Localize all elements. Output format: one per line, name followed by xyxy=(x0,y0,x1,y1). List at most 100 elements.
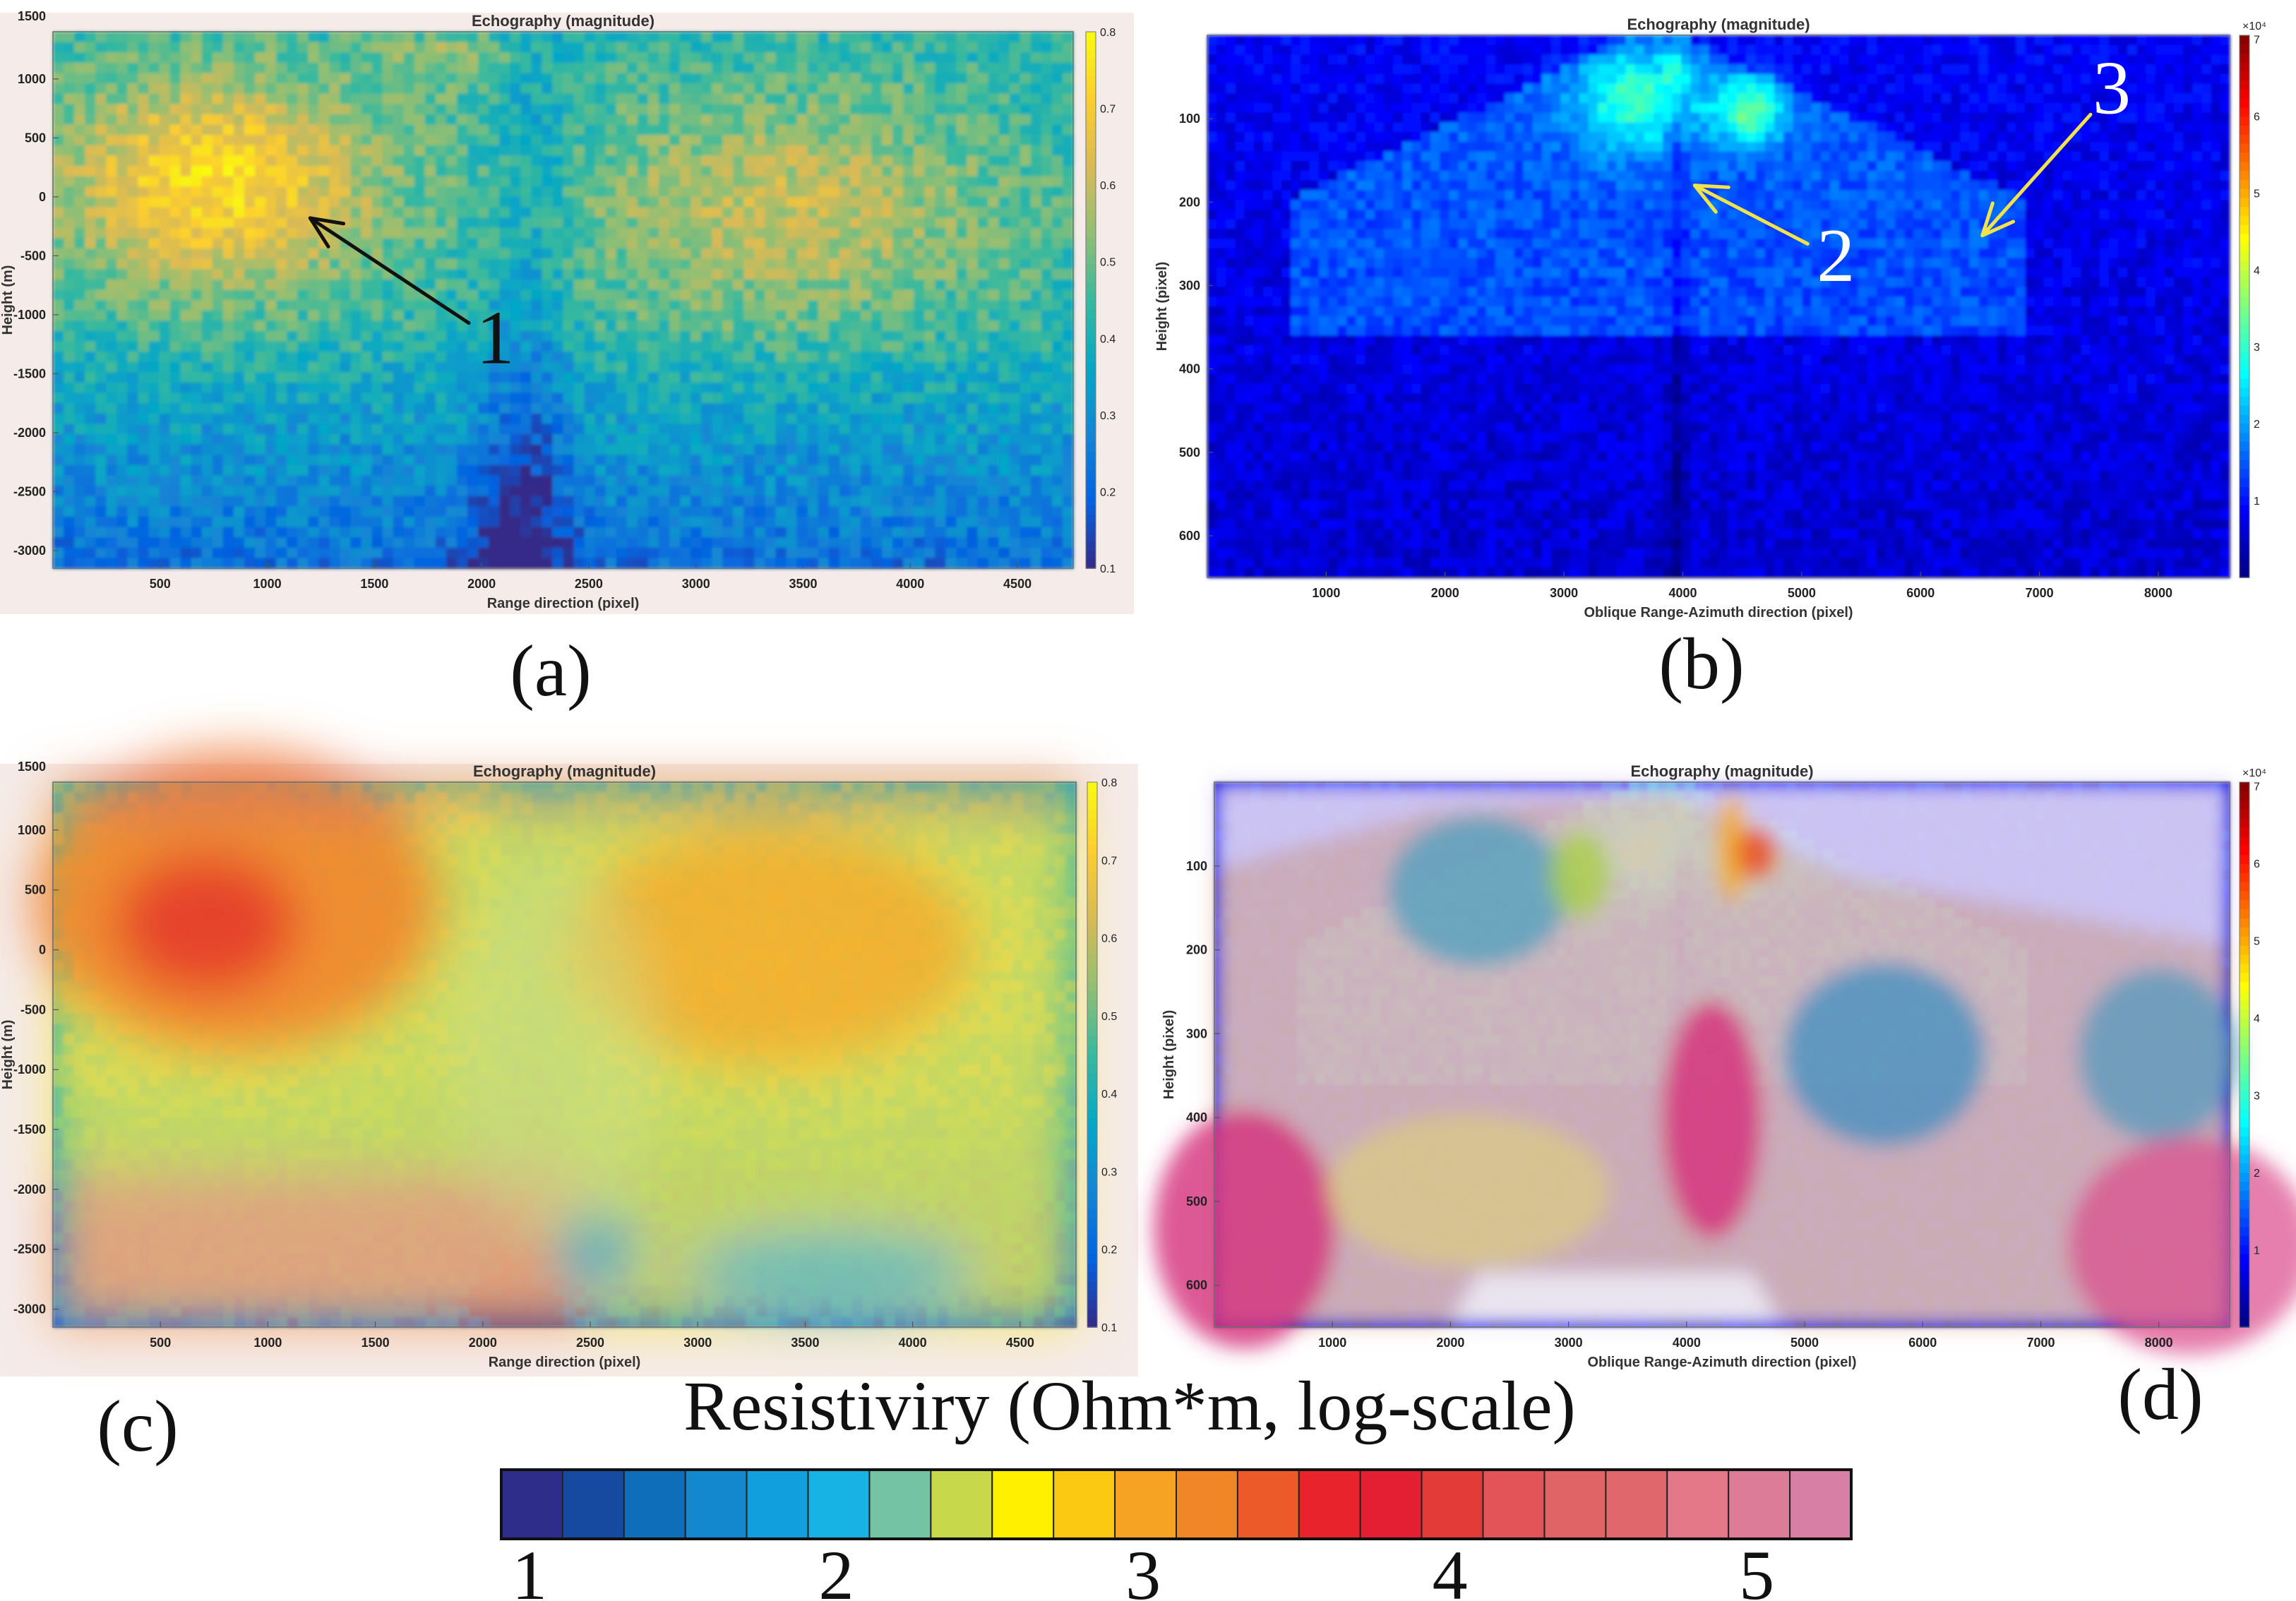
heat-cell xyxy=(222,93,234,105)
heat-cell xyxy=(212,330,224,342)
heat-cell xyxy=(733,341,745,352)
heat-cell xyxy=(478,547,489,559)
heat-cell xyxy=(956,320,968,332)
heat-cell xyxy=(308,486,320,497)
heat-cell xyxy=(659,258,670,270)
heat-cell xyxy=(510,496,522,508)
heat-cell xyxy=(722,32,734,43)
heat-cell xyxy=(605,155,617,167)
heat-cell xyxy=(435,547,447,559)
heat-cell xyxy=(85,464,97,476)
heat-cell xyxy=(914,300,926,311)
heat-cell xyxy=(424,196,436,208)
heat-cell xyxy=(180,227,192,239)
heat-cell xyxy=(340,217,352,229)
heat-cell xyxy=(53,186,64,198)
heat-cell xyxy=(1009,248,1021,260)
heat-cell xyxy=(318,413,330,425)
heat-cell xyxy=(626,217,638,229)
heat-cell xyxy=(690,93,702,105)
heat-cell xyxy=(1041,310,1053,321)
heat-cell xyxy=(1030,145,1042,157)
heat-cell xyxy=(457,537,468,548)
heat-cell xyxy=(1030,135,1042,146)
heat-cell xyxy=(116,496,128,508)
heat-cell xyxy=(828,289,840,301)
heat-cell xyxy=(1009,320,1021,332)
heat-cell xyxy=(977,124,989,136)
heat-cell xyxy=(85,83,97,95)
heat-cell xyxy=(871,403,883,414)
heat-cell xyxy=(743,166,755,177)
heat-cell xyxy=(499,248,511,260)
heat-cell xyxy=(169,269,181,280)
heat-cell xyxy=(542,73,554,84)
heat-cell xyxy=(446,382,458,394)
heat-cell xyxy=(414,62,426,74)
heat-cell xyxy=(743,114,755,126)
heat-cell xyxy=(573,176,585,187)
heat-cell xyxy=(510,352,522,363)
heat-cell xyxy=(1009,104,1021,115)
heat-cell xyxy=(563,372,575,383)
heat-cell xyxy=(350,135,362,146)
heat-cell xyxy=(765,269,777,280)
heat-cell xyxy=(690,114,702,126)
heat-cell xyxy=(159,32,171,43)
heat-cell xyxy=(148,486,160,497)
heat-cell xyxy=(967,32,979,43)
heat-cell xyxy=(1062,475,1074,486)
heat-cell xyxy=(64,135,75,146)
heat-cell xyxy=(637,166,649,177)
heat-cell xyxy=(106,475,118,486)
heat-cell xyxy=(861,155,872,167)
heat-cell xyxy=(637,341,649,352)
heat-cell xyxy=(531,424,543,435)
heat-cell xyxy=(138,196,150,208)
heat-cell xyxy=(1030,93,1042,105)
heat-cell xyxy=(276,124,287,136)
heat-cell xyxy=(222,382,234,394)
heat-cell xyxy=(924,145,936,157)
heat-cell xyxy=(499,330,511,342)
heat-cell xyxy=(924,486,936,497)
heat-cell xyxy=(712,124,724,136)
heat-cell xyxy=(637,279,649,291)
heat-cell xyxy=(701,104,713,115)
heat-cell xyxy=(786,93,798,105)
heat-cell xyxy=(552,62,564,74)
heat-cell xyxy=(255,464,266,476)
heat-cell xyxy=(340,496,352,508)
heat-cell xyxy=(180,135,192,146)
heat-cell xyxy=(839,227,851,239)
heat-cell xyxy=(393,42,405,53)
heat-cell xyxy=(1030,464,1042,476)
heat-cell xyxy=(573,227,585,239)
heat-cell xyxy=(807,558,819,569)
heat-cell xyxy=(329,372,341,383)
heat-cell xyxy=(244,537,256,548)
heat-cell xyxy=(712,52,724,64)
heat-cell xyxy=(977,217,989,229)
heat-cell xyxy=(690,475,702,486)
heat-cell xyxy=(297,196,309,208)
heat-cell xyxy=(616,104,628,115)
heat-cell xyxy=(637,464,649,476)
heat-cell xyxy=(967,279,979,291)
heat-cell xyxy=(839,83,851,95)
heat-cell xyxy=(914,73,926,84)
heat-cell xyxy=(669,486,681,497)
heat-cell xyxy=(775,392,787,404)
heat-cell xyxy=(138,145,150,157)
heat-cell xyxy=(287,558,298,569)
heat-cell xyxy=(499,382,511,394)
heat-cell xyxy=(743,403,755,414)
heat-cell xyxy=(478,166,489,177)
heat-cell xyxy=(201,475,213,486)
heat-cell xyxy=(945,455,957,466)
heat-cell xyxy=(350,352,362,363)
heat-cell xyxy=(382,93,394,105)
heat-cell xyxy=(1009,547,1021,559)
heat-cell xyxy=(361,135,373,146)
heat-cell xyxy=(796,537,808,548)
